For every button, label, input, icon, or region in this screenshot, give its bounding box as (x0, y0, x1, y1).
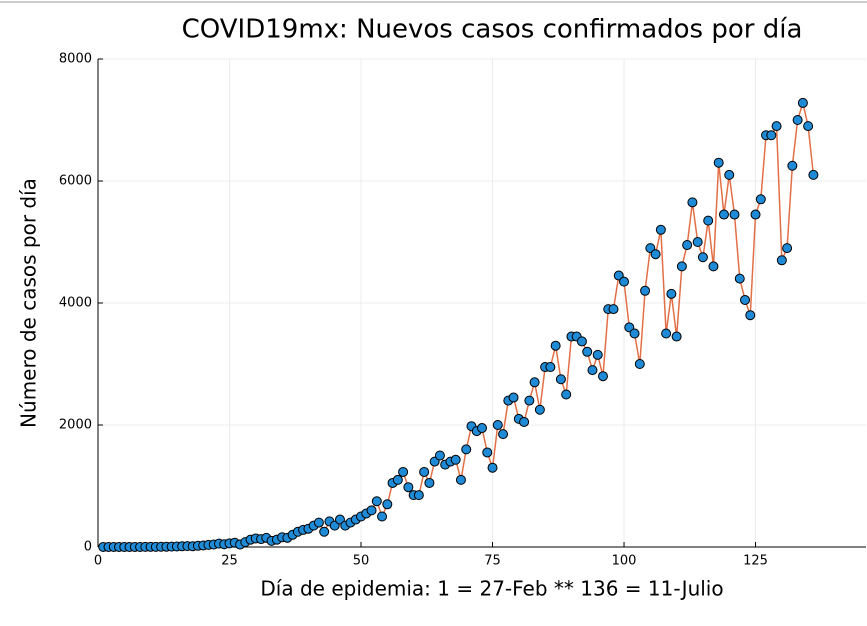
point (703, 215, 714, 226)
point (371, 496, 382, 507)
point (508, 392, 519, 403)
point (792, 115, 803, 125)
point (803, 121, 814, 132)
point (697, 252, 708, 263)
point (661, 328, 672, 339)
point (592, 349, 603, 360)
point (587, 365, 598, 376)
point (461, 444, 472, 455)
point (740, 294, 751, 305)
x-tick-label: 125 (743, 554, 768, 569)
point (718, 209, 729, 220)
point (377, 511, 388, 522)
point (771, 121, 782, 132)
point (545, 362, 556, 373)
x-tick-label: 100 (612, 554, 637, 569)
point (671, 331, 682, 342)
chart-title: COVID19mx: Nuevos casos confirmados por … (182, 15, 803, 45)
x-tick-label: 0 (94, 554, 102, 569)
point (392, 474, 403, 485)
point (808, 169, 819, 180)
point (576, 336, 587, 347)
point (482, 447, 493, 458)
point (687, 197, 698, 208)
point (477, 423, 487, 434)
point (403, 482, 414, 493)
point (597, 371, 608, 382)
point (455, 474, 466, 485)
y-tick-label: 4000 (59, 296, 92, 311)
point (424, 477, 435, 488)
point (519, 416, 530, 427)
point (529, 377, 540, 388)
point (676, 261, 687, 272)
point (776, 255, 787, 266)
point (640, 285, 651, 296)
point (745, 310, 756, 321)
point (724, 169, 735, 180)
point (708, 261, 719, 272)
point (634, 359, 645, 369)
x-axis-label: Día de epidemia: 1 = 27-Feb ** 136 = 11-… (260, 577, 723, 601)
point (366, 505, 377, 516)
point (582, 346, 593, 357)
point (524, 395, 535, 406)
point (619, 276, 630, 287)
point (434, 450, 445, 461)
point (650, 249, 661, 260)
point (682, 240, 693, 251)
point (561, 389, 572, 400)
x-tick-label: 25 (221, 554, 238, 569)
x-tick-label: 50 (353, 554, 370, 569)
point (534, 404, 545, 415)
point (555, 374, 566, 385)
point (787, 160, 798, 171)
y-tick-label: 6000 (59, 174, 92, 189)
point (398, 466, 409, 477)
point (729, 209, 740, 220)
point (450, 454, 461, 465)
point (413, 490, 424, 501)
y-tick-label: 8000 (59, 52, 92, 67)
point (382, 499, 393, 510)
point (313, 517, 324, 528)
point (692, 237, 703, 247)
point (319, 526, 330, 537)
point (797, 97, 808, 108)
point (550, 340, 561, 351)
x-tick-label: 75 (484, 554, 501, 569)
point (782, 243, 793, 254)
point (713, 157, 724, 168)
point (487, 462, 498, 473)
point (608, 304, 619, 315)
point (666, 288, 677, 299)
point (750, 209, 761, 220)
point (766, 130, 777, 141)
point (755, 194, 766, 205)
point (492, 420, 503, 430)
y-tick-label: 2000 (59, 418, 92, 433)
point (734, 273, 745, 284)
y-axis-label: Número de casos por día (17, 178, 41, 428)
point (629, 328, 640, 339)
point (655, 224, 666, 235)
point (419, 466, 430, 477)
point (498, 429, 509, 440)
y-tick-label: 0 (84, 540, 92, 555)
